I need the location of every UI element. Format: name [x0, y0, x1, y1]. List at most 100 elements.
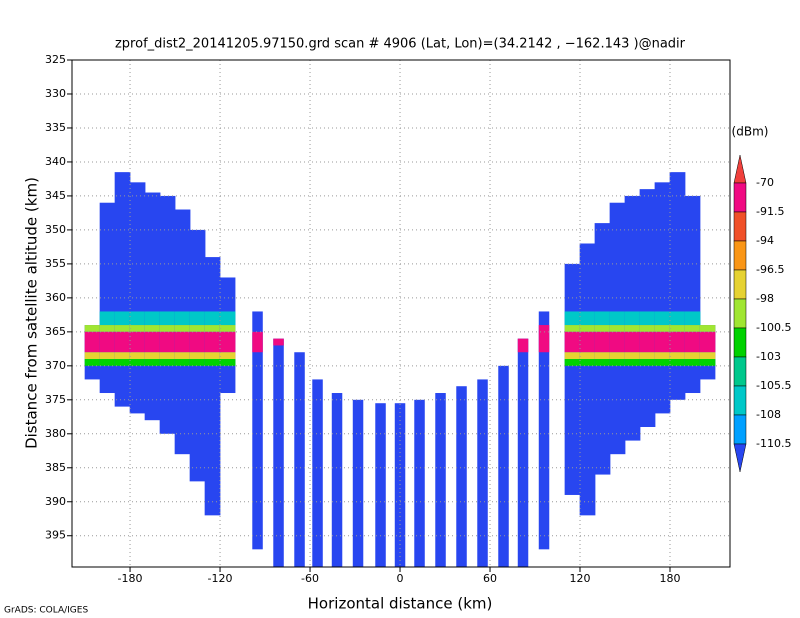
field-layer	[219, 359, 236, 366]
y-tick-label: 365	[45, 325, 66, 338]
x-tick-label: 120	[570, 572, 591, 585]
colorbar-box	[733, 414, 747, 445]
plot-frame	[71, 59, 731, 568]
x-tick-label: 180	[660, 572, 681, 585]
field-column	[204, 257, 221, 516]
field-column	[456, 386, 467, 567]
colorbar-box	[733, 356, 747, 387]
y-tick-label: 330	[45, 87, 66, 100]
field-layer	[144, 311, 161, 326]
y-tick-label: 355	[45, 257, 66, 270]
field-layer	[624, 352, 641, 360]
field-layer	[594, 352, 611, 360]
field-layer	[669, 331, 686, 353]
field-layer	[114, 331, 131, 353]
field-layer	[114, 359, 131, 366]
field-layer	[84, 352, 101, 360]
y-tick-label: 370	[45, 359, 66, 372]
colorbar-label: -91.5	[756, 205, 784, 218]
field-layer	[654, 359, 671, 366]
field-layer	[684, 359, 701, 366]
x-tick-label: 0	[397, 572, 404, 585]
colorbar-box	[733, 211, 747, 242]
field-column	[144, 192, 161, 421]
field-layer	[219, 331, 236, 353]
field-layer	[624, 311, 641, 326]
field-layer	[114, 311, 131, 326]
field-layer	[564, 325, 581, 332]
field-layer	[654, 331, 671, 353]
field-layer	[564, 311, 581, 326]
colorbar-label: -94	[756, 234, 774, 247]
field-layer	[684, 325, 701, 332]
field-layer	[144, 331, 161, 353]
y-tick-label: 375	[45, 393, 66, 406]
field-layer	[219, 325, 236, 332]
field-column	[538, 311, 550, 550]
colorbar-label: -110.5	[756, 437, 791, 450]
field-layer	[159, 325, 176, 332]
field-layer	[204, 331, 221, 353]
field-layer	[639, 359, 656, 366]
field-layer	[144, 359, 161, 366]
field-layer	[639, 325, 656, 332]
field-layer	[669, 325, 686, 332]
field-layer	[654, 352, 671, 360]
field-layer	[564, 352, 581, 360]
field-layer	[579, 331, 596, 353]
y-tick-label: 380	[45, 427, 66, 440]
field-layer	[129, 352, 146, 360]
field-layer	[579, 359, 596, 366]
field-layer	[639, 311, 656, 326]
colorbar-top	[733, 154, 747, 184]
field-column	[331, 393, 343, 567]
field-layer	[189, 311, 206, 326]
field-column	[352, 399, 364, 567]
field-column	[639, 189, 656, 427]
field-column	[517, 338, 529, 567]
field-column	[477, 379, 488, 567]
field-layer	[564, 359, 581, 366]
field-layer	[624, 325, 641, 332]
field-layer	[114, 352, 131, 360]
field-layer	[204, 352, 221, 360]
y-tick-label: 350	[45, 223, 66, 236]
field-column	[435, 393, 446, 567]
field-layer	[699, 325, 716, 332]
field-layer	[579, 352, 596, 360]
field-patch	[538, 325, 550, 353]
field-layer	[174, 311, 191, 326]
field-layer	[579, 311, 596, 326]
field-layer	[159, 311, 176, 326]
y-tick-label: 390	[45, 495, 66, 508]
field-layer	[144, 352, 161, 360]
field-layer	[204, 325, 221, 332]
colorbar-box	[733, 240, 747, 271]
x-tick-label: 60	[483, 572, 497, 585]
field-layer	[594, 331, 611, 353]
field-layer	[564, 331, 581, 353]
field-column	[498, 365, 509, 567]
field-column	[394, 403, 406, 567]
field-layer	[609, 359, 626, 366]
field-layer	[129, 331, 146, 353]
field-layer	[174, 331, 191, 353]
field-layer	[609, 331, 626, 353]
field-column	[414, 399, 425, 567]
field-layer	[639, 352, 656, 360]
field-layer	[204, 359, 221, 366]
x-axis-label: Horizontal distance (km)	[308, 595, 493, 613]
y-axis-label: Distance from satellite altitude (km)	[23, 177, 41, 449]
y-tick-label: 345	[45, 189, 66, 202]
field-layer	[129, 325, 146, 332]
field-patch	[252, 331, 263, 353]
colorbar-box	[733, 385, 747, 416]
field-layer	[99, 311, 116, 326]
field-layer	[594, 325, 611, 332]
field-layer	[684, 311, 701, 326]
field-layer	[669, 352, 686, 360]
field-layer	[669, 359, 686, 366]
field-layer	[654, 311, 671, 326]
field-layer	[594, 311, 611, 326]
field-layer	[129, 311, 146, 326]
